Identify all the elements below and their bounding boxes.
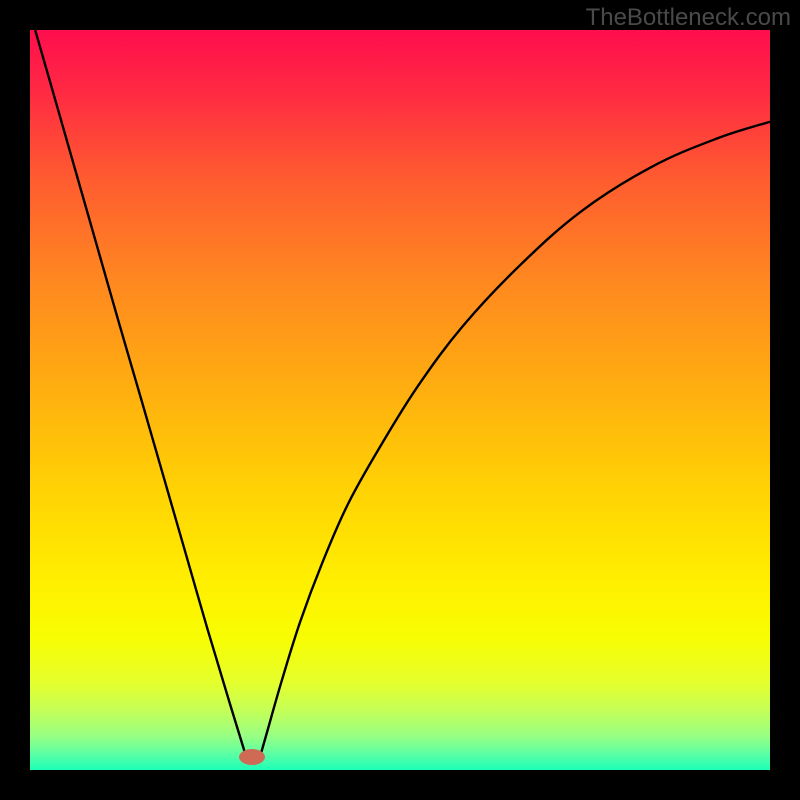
chart-frame: TheBottleneck.com bbox=[0, 0, 800, 800]
plot-area bbox=[30, 30, 770, 770]
bottleneck-curve bbox=[30, 30, 770, 770]
curve-right-branch bbox=[259, 122, 770, 759]
curve-left-branch bbox=[35, 30, 247, 759]
watermark-text: TheBottleneck.com bbox=[586, 4, 791, 32]
optimal-point-marker bbox=[239, 749, 265, 765]
